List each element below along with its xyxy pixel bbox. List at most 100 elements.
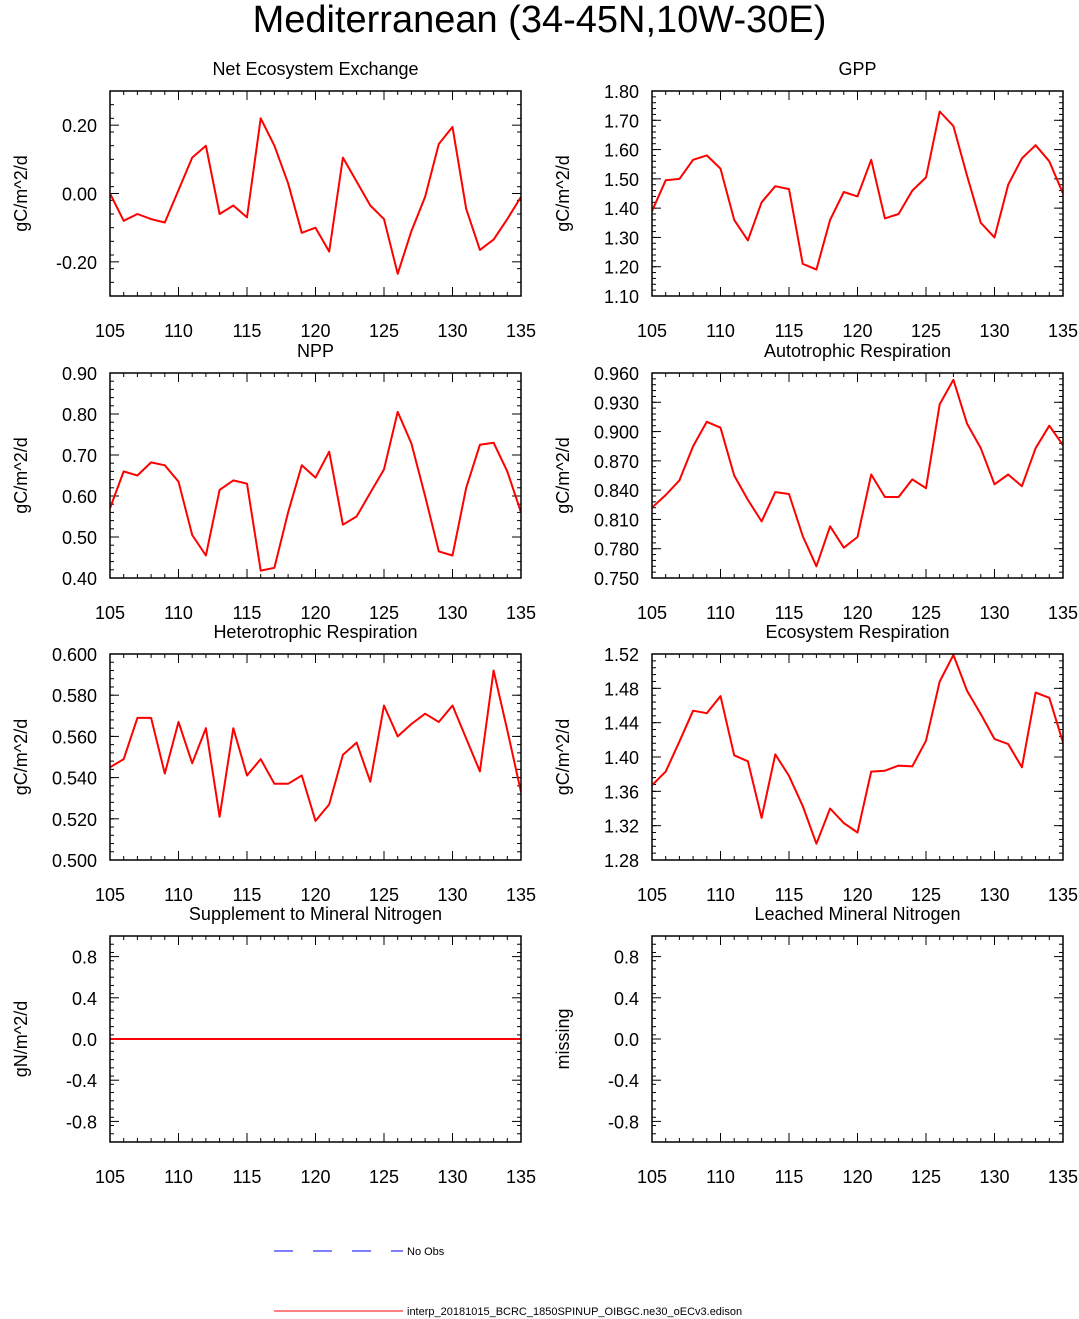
x-tick-label: 115: [775, 321, 804, 341]
y-tick-label: 0.8: [72, 948, 97, 968]
chart-panel-6: Ecosystem Respiration gC/m^2/d 105 110 115 12…: [553, 622, 1078, 905]
x-tick-label: 105: [637, 1167, 667, 1187]
y-tick-label: 0.580: [52, 686, 97, 706]
plot-frame: [651, 372, 1064, 579]
x-tick-label: 130: [437, 603, 467, 623]
y-tick-label: 0.520: [52, 810, 97, 830]
y-tick-label: 1.52: [604, 645, 639, 665]
series-line-1: [110, 117, 521, 275]
x-tick-label: 110: [706, 1167, 735, 1187]
y-tick-label: 0.930: [594, 393, 639, 413]
y-tick-label: 0.900: [594, 423, 639, 443]
y-tick-label: 0.0: [614, 1030, 639, 1050]
y-tick-label: 0.500: [52, 851, 97, 871]
chart-title: Leached Mineral Nitrogen: [754, 904, 960, 924]
x-tick-label: 105: [95, 603, 125, 623]
x-tick-label: 110: [164, 1167, 193, 1187]
x-tick-label: 115: [775, 603, 804, 623]
y-tick-label: -0.8: [608, 1112, 639, 1132]
y-tick-label: 0.8: [614, 948, 639, 968]
x-tick-label: 135: [506, 885, 536, 905]
series-line-1: [110, 669, 521, 822]
chart-panel-3: NPP gC/m^2/d 105 110 115 120 125 130 135 0.40 0.50…: [11, 341, 536, 623]
plot-frame: [651, 90, 1064, 297]
y-tick-label: 1.28: [604, 851, 639, 871]
x-tick-label: 115: [233, 321, 262, 341]
x-tick-label: 130: [979, 1167, 1009, 1187]
y-tick-label: 1.32: [604, 817, 639, 837]
chart-panel-8: Leached Mineral Nitrogen missing 105 110 115…: [553, 904, 1078, 1187]
y-tick-label: -0.20: [56, 253, 97, 273]
x-tick-label: 115: [775, 1167, 804, 1187]
y-tick-label: 0.560: [52, 727, 97, 747]
x-tick-label: 130: [437, 1167, 467, 1187]
x-tick-label: 110: [706, 603, 735, 623]
y-tick-label: 0.90: [62, 364, 97, 384]
x-tick-label: 110: [706, 885, 735, 905]
x-tick-label: 120: [300, 1167, 330, 1187]
chart-panels: Net Ecosystem Exchange gC/m^2/d 105 110 115 1…: [11, 59, 1078, 1187]
y-tick-label: 0.00: [62, 185, 97, 205]
x-tick-label: 120: [842, 321, 872, 341]
x-tick-label: 115: [233, 1167, 262, 1187]
y-tick-label: 0.810: [594, 510, 639, 530]
x-tick-label: 115: [233, 603, 262, 623]
chart-title: NPP: [297, 341, 334, 361]
y-axis-label: missing: [553, 1008, 573, 1069]
chart-panel-1: Net Ecosystem Exchange gC/m^2/d 105 110 115 1…: [11, 59, 536, 341]
x-tick-label: 110: [164, 321, 193, 341]
y-tick-label: 0.0: [72, 1030, 97, 1050]
plot-frame: [651, 935, 1064, 1143]
y-tick-label: 1.60: [604, 141, 639, 161]
x-tick-label: 120: [300, 321, 330, 341]
x-tick-label: 130: [979, 885, 1009, 905]
y-axis-label: gC/m^2/d: [553, 155, 573, 231]
x-tick-label: 130: [979, 603, 1009, 623]
x-tick-label: 120: [300, 885, 330, 905]
y-tick-label: 1.48: [604, 679, 639, 699]
x-tick-label: 135: [1048, 321, 1078, 341]
series-line-1: [652, 654, 1063, 845]
plot-frame: [109, 90, 522, 297]
x-tick-label: 125: [369, 885, 399, 905]
chart-title: GPP: [838, 59, 876, 79]
y-tick-label: 0.4: [72, 989, 97, 1009]
chart-panel-5: Heterotrophic Respiration gC/m^2/d 105 110 1…: [11, 622, 536, 905]
y-tick-label: 0.600: [52, 645, 97, 665]
y-axis-label: gC/m^2/d: [11, 437, 31, 513]
x-tick-label: 125: [911, 1167, 941, 1187]
y-axis-label: gC/m^2/d: [553, 437, 573, 513]
y-tick-label: 0.40: [62, 569, 97, 589]
x-tick-label: 135: [1048, 603, 1078, 623]
y-tick-label: 1.80: [604, 82, 639, 102]
x-tick-label: 125: [369, 603, 399, 623]
y-tick-label: 0.70: [62, 446, 97, 466]
x-tick-label: 120: [842, 603, 872, 623]
chart-title: Autotrophic Respiration: [764, 341, 951, 361]
series-line-1: [652, 378, 1063, 568]
chart-title: Ecosystem Respiration: [765, 622, 949, 642]
y-tick-label: 1.20: [604, 258, 639, 278]
x-tick-label: 115: [233, 885, 262, 905]
y-tick-label: 1.40: [604, 748, 639, 768]
plot-frame: [109, 935, 522, 1143]
y-tick-label: -0.4: [608, 1071, 639, 1091]
x-tick-label: 105: [637, 885, 667, 905]
x-tick-label: 130: [437, 321, 467, 341]
page-title: Mediterranean (34-45N,10W-30E): [252, 0, 827, 41]
x-tick-label: 105: [637, 321, 667, 341]
y-tick-label: 0.20: [62, 116, 97, 136]
legend-model-label: interp_20181015_BCRC_1850SPINUP_OIBGC.ne…: [407, 1306, 742, 1318]
x-tick-label: 115: [775, 885, 804, 905]
x-tick-label: 105: [637, 603, 667, 623]
x-tick-label: 135: [506, 321, 536, 341]
x-tick-label: 125: [369, 1167, 399, 1187]
y-axis-label: gC/m^2/d: [11, 155, 31, 231]
y-tick-label: 0.750: [594, 569, 639, 589]
y-tick-label: 1.44: [604, 714, 639, 734]
y-tick-label: 0.60: [62, 487, 97, 507]
y-axis-label: gC/m^2/d: [553, 719, 573, 795]
y-tick-label: 1.50: [604, 170, 639, 190]
x-tick-label: 135: [1048, 885, 1078, 905]
x-tick-label: 125: [911, 321, 941, 341]
